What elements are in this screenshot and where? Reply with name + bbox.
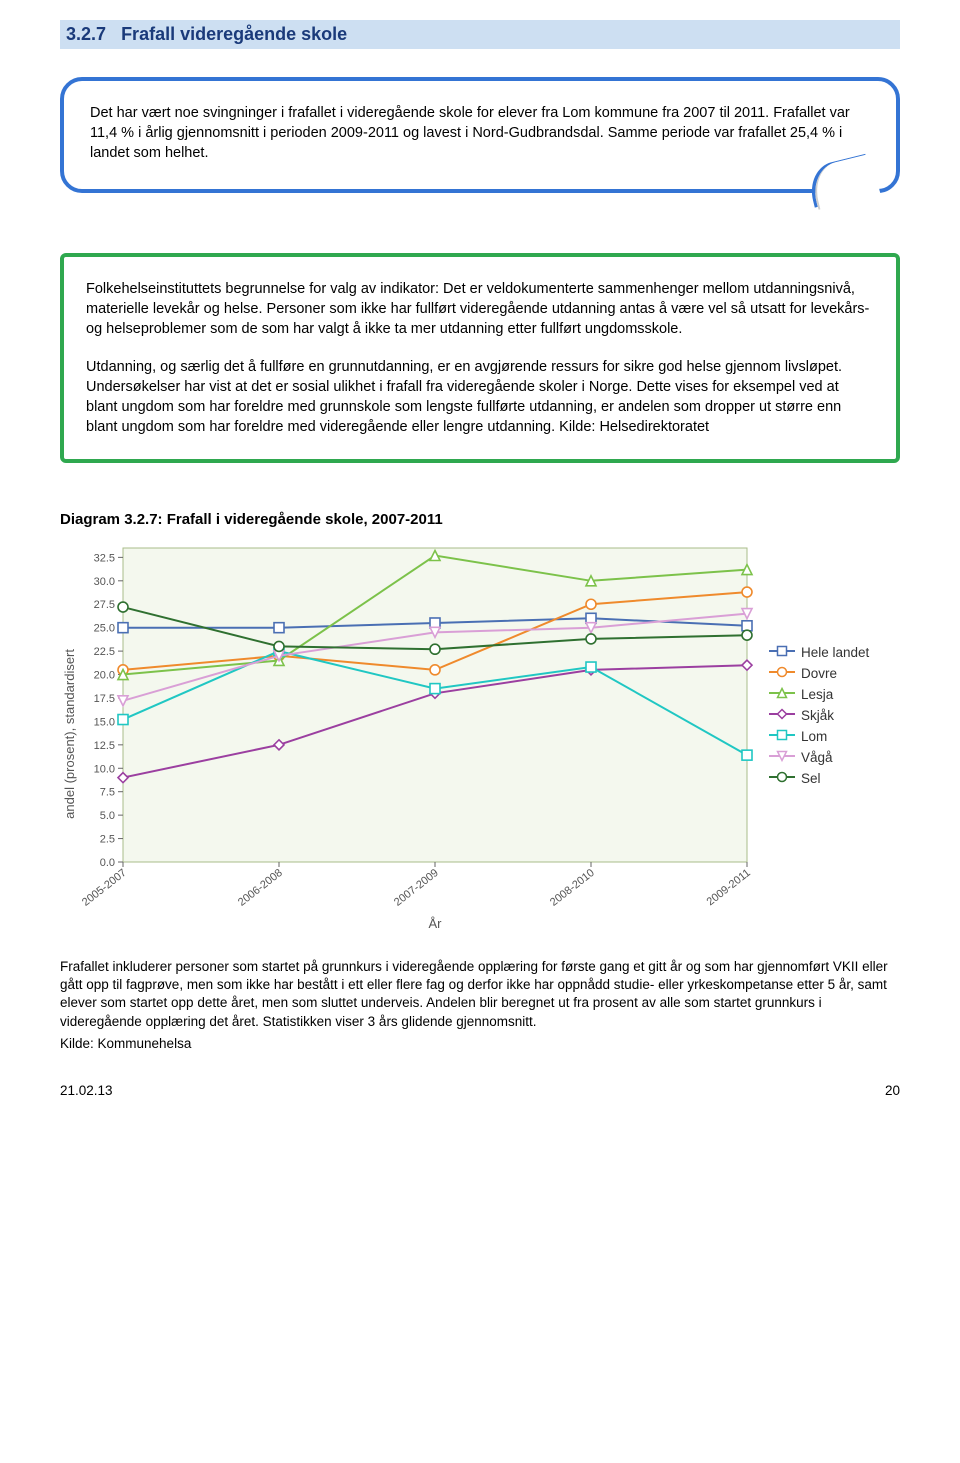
- chart-legend: Hele landet Dovre Lesja Skjåk Lom Vågå Sel: [759, 534, 869, 791]
- legend-item: Vågå: [769, 749, 869, 766]
- svg-text:2005-2007: 2005-2007: [80, 867, 129, 909]
- svg-text:25.0: 25.0: [94, 623, 115, 635]
- source-text: Kilde: Kommunehelsa: [60, 1035, 900, 1053]
- legend-label: Sel: [801, 771, 821, 786]
- legend-item: Sel: [769, 770, 869, 787]
- svg-text:2007-2009: 2007-2009: [392, 867, 441, 909]
- legend-label: Lesja: [801, 687, 833, 702]
- legend-item: Hele landet: [769, 644, 869, 661]
- legend-label: Lom: [801, 729, 827, 744]
- svg-text:5.0: 5.0: [100, 810, 115, 822]
- svg-text:2009-2011: 2009-2011: [705, 867, 753, 908]
- svg-text:2.5: 2.5: [100, 834, 115, 846]
- line-chart: 0.0 2.5 5.0 7.5 10.0 12.5 15.0 17.5 20.0 22.5 25.0…: [79, 534, 759, 934]
- svg-text:0.0: 0.0: [100, 857, 115, 869]
- svg-text:20.0: 20.0: [94, 670, 115, 682]
- heading-title: Frafall videregående skole: [121, 24, 347, 44]
- legend-label: Skjåk: [801, 708, 834, 723]
- svg-text:30.0: 30.0: [94, 576, 115, 588]
- section-heading: 3.2.7 Frafall videregående skole: [60, 20, 900, 49]
- legend-item: Lesja: [769, 686, 869, 703]
- legend-label: Hele landet: [801, 645, 869, 660]
- justification-p2: Utdanning, og særlig det å fullføre en g…: [86, 357, 874, 437]
- explanation-text: Frafallet inkluderer personer som starte…: [60, 958, 900, 1031]
- svg-text:12.5: 12.5: [94, 740, 115, 752]
- legend-item: Skjåk: [769, 707, 869, 724]
- page-footer: 21.02.13 20: [60, 1083, 900, 1098]
- chart-container: andel (prosent), standardisert 0.0 2.5 5.0…: [60, 534, 900, 934]
- summary-text: Det har vært noe svingninger i frafallet…: [90, 103, 870, 163]
- diagram-title: Diagram 3.2.7: Frafall i videregående sk…: [60, 511, 900, 528]
- svg-text:22.5: 22.5: [94, 646, 115, 658]
- footer-page: 20: [885, 1083, 900, 1098]
- legend-label: Vågå: [801, 750, 833, 765]
- legend-label: Dovre: [801, 666, 837, 681]
- footer-date: 21.02.13: [60, 1083, 113, 1098]
- legend-item: Lom: [769, 728, 869, 745]
- legend-item: Dovre: [769, 665, 869, 682]
- svg-text:32.5: 32.5: [94, 552, 115, 564]
- svg-text:7.5: 7.5: [100, 787, 115, 799]
- svg-text:2006-2008: 2006-2008: [236, 867, 285, 909]
- heading-number: 3.2.7: [66, 24, 106, 44]
- justification-p1: Folkehelseinstituttets begrunnelse for v…: [86, 279, 874, 339]
- svg-text:10.0: 10.0: [94, 763, 115, 775]
- svg-text:2008-2010: 2008-2010: [548, 867, 597, 909]
- svg-text:17.5: 17.5: [94, 693, 115, 705]
- summary-callout: Det har vært noe svingninger i frafallet…: [60, 77, 900, 193]
- chart-ylabel: andel (prosent), standardisert: [60, 649, 79, 819]
- svg-text:År: År: [429, 916, 443, 931]
- justification-callout: Folkehelseinstituttets begrunnelse for v…: [60, 253, 900, 463]
- svg-text:15.0: 15.0: [94, 716, 115, 728]
- svg-text:27.5: 27.5: [94, 599, 115, 611]
